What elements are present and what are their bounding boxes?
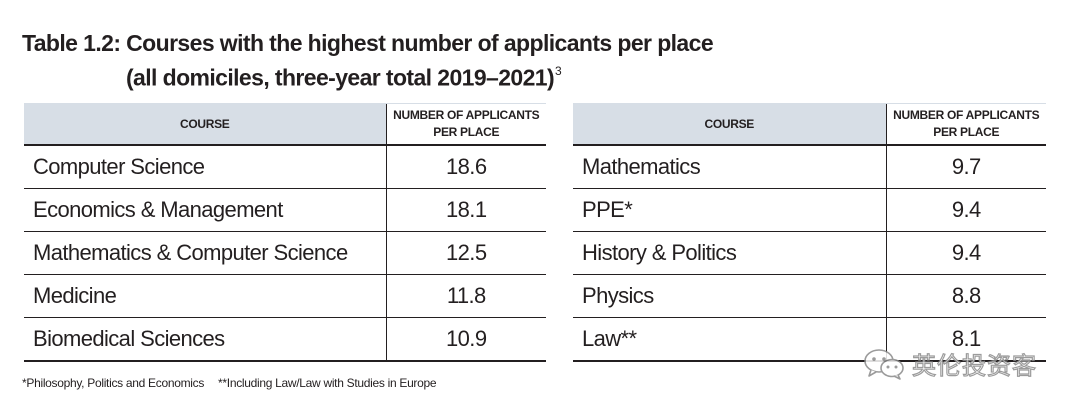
header-course: COURSE — [24, 103, 386, 146]
applicants-per-place: 12.5 — [385, 231, 546, 275]
applicants-per-place: 18.1 — [385, 188, 546, 232]
applicants-per-place: 10.9 — [385, 317, 546, 362]
header-value-line-2: PER PLACE — [433, 125, 500, 139]
course-name: Computer Science — [24, 145, 386, 189]
applicants-per-place: 18.6 — [385, 145, 546, 189]
header-value-line-1: NUMBER OF APPLICANTS — [393, 108, 540, 122]
table-row: Biomedical Sciences 10.9 — [24, 317, 546, 362]
course-name: Mathematics & Computer Science — [24, 231, 386, 275]
footnotes: *Philosophy, Politics and Economics **Inc… — [22, 376, 437, 390]
table-row: Mathematics & Computer Science 12.5 — [24, 231, 546, 275]
title-footnote-ref: 3 — [555, 64, 562, 78]
watermark: 英伦投资客 — [862, 346, 1037, 381]
course-name: Medicine — [24, 274, 386, 318]
footnote-ppe: *Philosophy, Politics and Economics — [22, 376, 205, 390]
header-applicants-per-place: NUMBER OF APPLICANTS PER PLACE — [885, 103, 1046, 146]
applicants-per-place: 11.8 — [385, 274, 546, 318]
course-name: Economics & Management — [24, 188, 386, 232]
courses-table-left: COURSE NUMBER OF APPLICANTS PER PLACE Com… — [24, 103, 546, 362]
applicants-per-place: 9.4 — [885, 231, 1046, 275]
watermark-text: 英伦投资客 — [911, 351, 1037, 380]
applicants-per-place: 9.7 — [885, 145, 1046, 189]
course-name: Mathematics — [573, 145, 886, 189]
header-course: COURSE — [573, 103, 886, 146]
table-row: Law** 8.1 — [573, 317, 1046, 362]
table-row: PPE* 9.4 — [573, 188, 1046, 232]
table-header-row: COURSE NUMBER OF APPLICANTS PER PLACE — [24, 103, 546, 146]
header-value-line-2: PER PLACE — [933, 125, 1000, 139]
wechat-logo-icon — [864, 348, 904, 380]
table-row: Medicine 11.8 — [24, 274, 546, 318]
header-value-line-1: NUMBER OF APPLICANTS — [893, 108, 1040, 122]
table-row: Computer Science 18.6 — [24, 145, 546, 189]
course-name: PPE* — [573, 188, 886, 232]
applicants-per-place: 9.4 — [885, 188, 1046, 232]
course-name: History & Politics — [573, 231, 886, 275]
applicants-per-place: 8.8 — [885, 274, 1046, 318]
course-name: Law** — [573, 317, 886, 362]
table-title: Table 1.2: Courses with the highest numb… — [22, 28, 714, 93]
course-name: Physics — [573, 274, 886, 318]
table-row: History & Politics 9.4 — [573, 231, 1046, 275]
applicants-per-place: 8.1 — [885, 317, 1046, 362]
table-header-row: COURSE NUMBER OF APPLICANTS PER PLACE — [573, 103, 1046, 146]
courses-table-right: COURSE NUMBER OF APPLICANTS PER PLACE Mat… — [573, 103, 1046, 362]
footnote-law: **Including Law/Law with Studies in Euro… — [218, 376, 437, 390]
header-applicants-per-place: NUMBER OF APPLICANTS PER PLACE — [385, 103, 546, 146]
table-row: Economics & Management 18.1 — [24, 188, 546, 232]
title-line-1: Table 1.2: Courses with the highest numb… — [22, 30, 714, 56]
title-line-2-text: (all domiciles, three-year total 2019–20… — [126, 64, 555, 91]
title-line-2: (all domiciles, three-year total 2019–20… — [22, 58, 713, 93]
table-row: Physics 8.8 — [573, 274, 1046, 318]
table-row: Mathematics 9.7 — [573, 145, 1046, 189]
course-name: Biomedical Sciences — [24, 317, 386, 362]
